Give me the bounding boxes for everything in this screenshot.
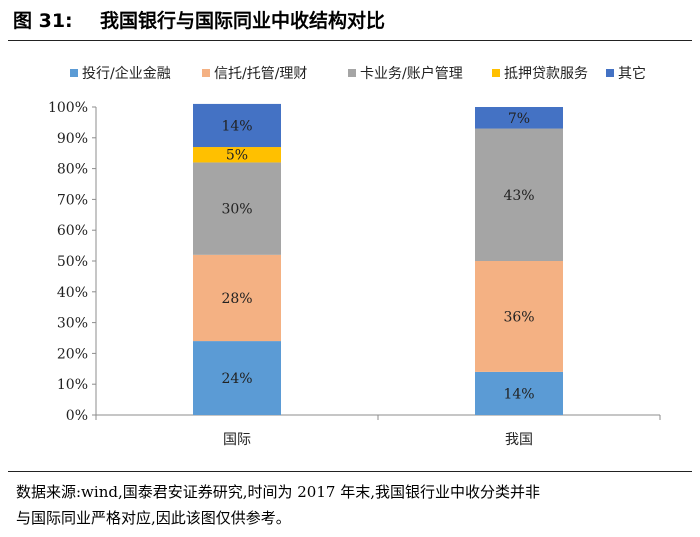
bar-segment-0-1	[193, 254, 281, 342]
legend-label-4: 其它	[618, 65, 646, 82]
bar-segment-0-4	[193, 103, 281, 148]
bar-data-label-0-3: 5%	[226, 148, 248, 164]
legend-swatch-4	[606, 69, 614, 77]
y-tick-label-4: 40%	[57, 285, 88, 301]
bar-data-label-0-2: 30%	[221, 202, 252, 218]
bar-data-label-1-1: 36%	[503, 309, 534, 325]
y-tick-label-3: 30%	[57, 316, 88, 332]
y-tick-label-1: 10%	[57, 377, 88, 393]
bar-segment-1-4	[475, 107, 563, 129]
figure-label: 图 31:	[13, 10, 73, 32]
source-line-1: 数据来源:wind,国泰君安证券研究,时间为 2017 年末,我国银行业中收分类…	[16, 483, 540, 501]
legend-swatch-3	[492, 69, 500, 77]
y-tick-label-9: 90%	[57, 131, 88, 147]
y-tick-label-7: 70%	[57, 192, 88, 208]
figure-title-row: 图 31: 我国银行与国际同业中收结构对比	[0, 0, 700, 40]
bar-segment-1-0	[475, 371, 563, 415]
legend-label-1: 信托/托管/理财	[214, 66, 307, 82]
legend-swatch-1	[202, 69, 210, 77]
y-tick-label-8: 80%	[57, 162, 88, 178]
stacked-bar-chart: 投行/企业金融 信托/托管/理财 卡业务/账户管理 抵押贷款服务 其它 0% 10% 20% 3…	[48, 65, 661, 448]
title-divider	[8, 40, 692, 41]
y-tick-label-0: 0%	[66, 408, 88, 424]
y-tick-label-10: 100%	[48, 100, 88, 116]
legend-swatch-2	[348, 69, 356, 77]
legend-label-0: 投行/企业金融	[82, 65, 171, 82]
source-line-2: 与国际同业严格对应,因此该图仅供参考。	[16, 509, 291, 527]
legend-label-2: 卡业务/账户管理	[360, 65, 463, 82]
y-tick-label-5: 50%	[57, 254, 88, 270]
figure-title: 我国银行与国际同业中收结构对比	[100, 10, 386, 32]
legend-swatch-0	[70, 69, 78, 77]
bar-data-label-1-2: 43%	[503, 188, 534, 204]
bar-data-label-1-4: 7%	[508, 111, 530, 127]
x-category-label-1: 我国	[505, 432, 533, 448]
bar-data-label-0-4: 14%	[221, 118, 252, 134]
source-note: 数据来源:wind,国泰君安证券研究,时间为 2017 年末,我国银行业中收分类…	[16, 479, 688, 531]
legend-label-3: 抵押贷款服务	[504, 66, 588, 82]
y-tick-label-6: 60%	[57, 223, 88, 239]
bar-data-label-0-1: 28%	[221, 291, 252, 307]
y-tick-label-2: 20%	[57, 346, 88, 362]
source-divider	[8, 471, 692, 472]
bar-segment-1-2	[475, 128, 563, 261]
x-category-label-0: 国际	[223, 432, 251, 448]
bar-segment-1-1	[475, 261, 563, 372]
bar-segment-0-2	[193, 162, 281, 255]
bar-segment-0-0	[193, 341, 281, 415]
bar-data-label-1-0: 14%	[503, 386, 534, 402]
bar-data-label-0-0: 24%	[221, 371, 252, 387]
bar-segment-0-3	[193, 147, 281, 163]
